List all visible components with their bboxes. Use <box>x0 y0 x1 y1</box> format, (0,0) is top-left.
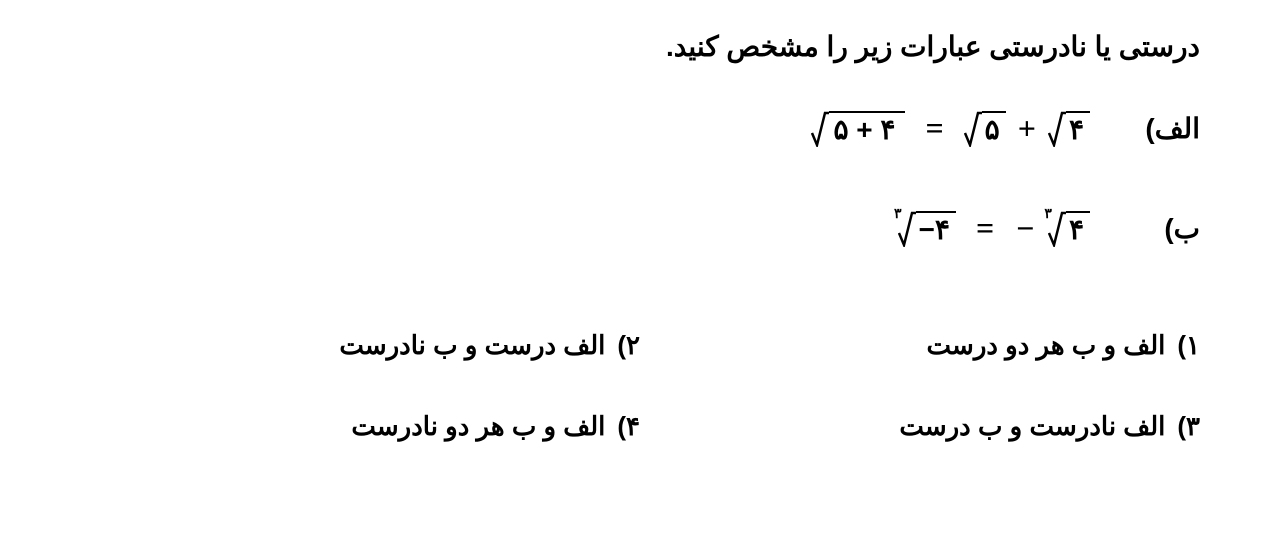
options-block: ۱) الف و ب هر دو درست ۲) الف درست و ب نا… <box>80 330 1200 492</box>
cuberoot-icon: ۳ −۴ <box>894 211 956 247</box>
radicand-a-lhs: ۵ + ۴ <box>829 111 905 147</box>
option-2-text: الف درست و ب نادرست <box>339 330 605 361</box>
option-4-number: ۴) <box>617 411 640 442</box>
option-4[interactable]: ۴) الف و ب هر دو نادرست <box>80 411 640 442</box>
option-1[interactable]: ۱) الف و ب هر دو درست <box>640 330 1200 361</box>
minus-sign: − <box>1016 210 1034 247</box>
statement-b-row: ب) ۳ −۴ = − ۳ ۴ <box>894 210 1200 247</box>
sqrt-icon: ۵ <box>964 111 1006 147</box>
option-4-text: الف و ب هر دو نادرست <box>351 411 605 442</box>
statement-b-math: ۳ −۴ = − ۳ ۴ <box>894 210 1090 247</box>
option-1-text: الف و ب هر دو درست <box>927 330 1166 361</box>
statement-a-label: الف) <box>1130 112 1200 145</box>
radicand-a-rhs2: ۴ <box>1066 111 1090 147</box>
option-1-number: ۱) <box>1177 330 1200 361</box>
question-title: درستی یا نادرستی عبارات زیر را مشخص کنید… <box>666 30 1200 63</box>
options-row-2: ۳) الف نادرست و ب درست ۴) الف و ب هر دو … <box>80 411 1200 442</box>
statement-b-label: ب) <box>1130 212 1200 245</box>
options-row-1: ۱) الف و ب هر دو درست ۲) الف درست و ب نا… <box>80 330 1200 361</box>
statement-a-math: ۵ + ۴ = ۵ + ۴ <box>811 110 1090 147</box>
option-3-text: الف نادرست و ب درست <box>899 411 1165 442</box>
option-2-number: ۲) <box>617 330 640 361</box>
radicand-b-lhs: −۴ <box>916 211 956 247</box>
option-3-number: ۳) <box>1177 411 1200 442</box>
equals-sign: = <box>976 210 994 247</box>
radicand-b-rhs: ۴ <box>1066 211 1090 247</box>
sqrt-icon: ۴ <box>1048 111 1090 147</box>
plus-sign: + <box>1018 110 1036 147</box>
equals-sign: = <box>925 110 943 147</box>
statement-a-row: الف) ۵ + ۴ = ۵ + ۴ <box>811 110 1200 147</box>
option-3[interactable]: ۳) الف نادرست و ب درست <box>640 411 1200 442</box>
option-2[interactable]: ۲) الف درست و ب نادرست <box>80 330 640 361</box>
cuberoot-icon: ۳ ۴ <box>1044 211 1090 247</box>
question-page: درستی یا نادرستی عبارات زیر را مشخص کنید… <box>0 0 1280 542</box>
radicand-a-rhs1: ۵ <box>982 111 1006 147</box>
sqrt-icon: ۵ + ۴ <box>811 111 905 147</box>
